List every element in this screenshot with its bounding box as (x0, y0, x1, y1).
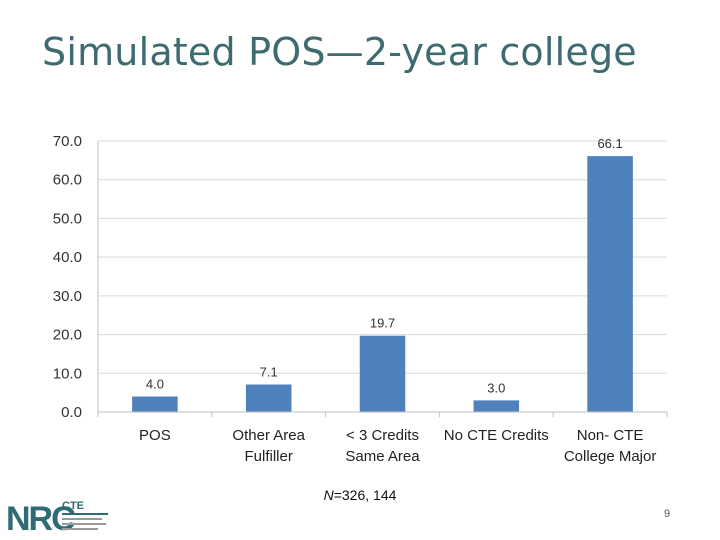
data-label: 66.1 (597, 136, 622, 151)
y-tick-label: 30.0 (53, 288, 82, 305)
data-label: 4.0 (146, 377, 164, 392)
x-tick-label: POS (139, 427, 171, 444)
slide-title: Simulated POS—2-year college (42, 30, 637, 74)
sample-size-note: N=326, 144 (0, 487, 720, 503)
sample-size-symbol: N (323, 487, 334, 503)
page-number: 9 (664, 508, 671, 520)
x-tick-label: < 3 Credits Same Area (345, 427, 420, 465)
data-label: 19.7 (370, 316, 395, 331)
bar (587, 156, 633, 412)
data-labels: 4.0 7.1 19.7 3.0 66.1 (146, 136, 623, 395)
y-tick-label: 10.0 (53, 365, 82, 382)
y-tick-label: 0.0 (61, 404, 82, 421)
sample-size-value: =326, 144 (333, 487, 397, 503)
x-tick-label: Other Area Fulfiller (232, 427, 305, 465)
data-label: 3.0 (487, 380, 505, 395)
y-tick-label: 40.0 (53, 249, 82, 266)
x-tick-label: No CTE Credits (444, 427, 549, 444)
y-tick-label: 60.0 (53, 172, 82, 189)
x-axis: POS Other Area Fulfiller < 3 Credits Same Ar… (97, 411, 668, 465)
bar-chart: 0.0 10.0 20.0 30.0 40.0 50.0 60.0 70.0 4.0 7.1 19… (53, 133, 668, 465)
y-tick-label: 70.0 (53, 133, 82, 150)
y-tick-label: 50.0 (53, 210, 82, 227)
bar (245, 384, 292, 412)
bar (132, 396, 178, 412)
nrccte-logo: NRC CTE (6, 500, 108, 536)
bars (132, 156, 633, 412)
y-tick-label: 20.0 (53, 327, 82, 344)
bar (473, 400, 520, 412)
y-axis: 0.0 10.0 20.0 30.0 40.0 50.0 60.0 70.0 (53, 133, 99, 421)
logo-sub: CTE (62, 500, 84, 512)
data-label: 7.1 (260, 365, 278, 380)
x-tick-label: Non- CTE College Major (564, 427, 657, 465)
bar (359, 335, 406, 412)
